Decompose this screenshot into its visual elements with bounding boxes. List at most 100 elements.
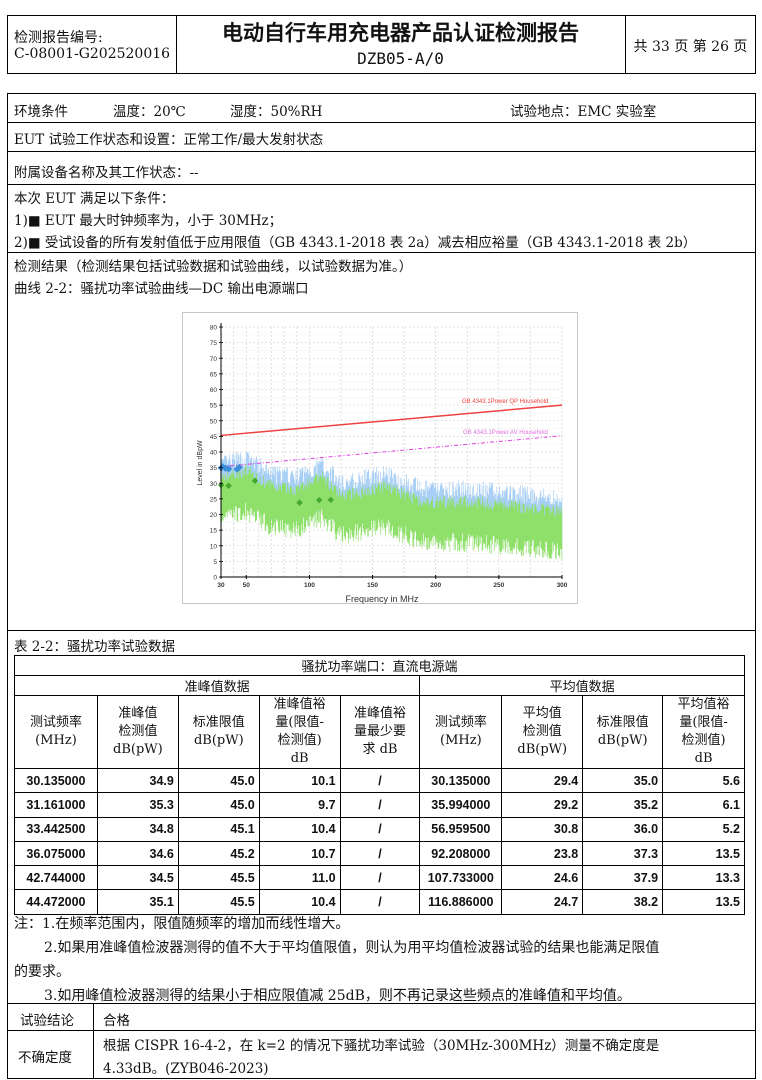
x-tick-label: 150 [367,582,378,589]
env-label: 环境条件 [14,104,68,120]
page-counter: 共 33 页 第 26 页 [633,39,748,55]
av-limit-label: GB 4343.1Power AV Household [463,430,548,436]
y-tick-label: 35 [210,465,218,472]
table-cell: 56.959500 [419,816,503,842]
condition-1: 1)■ EUT 最大时钟频率为，小于 30MHz； [14,213,283,229]
table-caption: 表 2-2：骚扰功率试验数据 [14,639,176,655]
curve-caption: 曲线 2-2：骚扰功率试验曲线—DC 输出电源端口 [14,281,309,297]
table-cell: 29.2 [501,792,584,818]
table-cell: 37.3 [582,840,664,867]
table-row: 33.442500 34.8 45.1 10.4/56.959500 30.8 36.0 5… [14,816,745,842]
table-cell: 92.208000 [419,840,503,867]
column-header: 平均值裕 量(限值- 检测值) dB [662,695,745,769]
table-cell: 35.1 [96,889,179,915]
x-tick-label: 250 [493,582,504,589]
table-cell: 10.7 [258,840,341,867]
table-cell: 23.8 [501,840,584,867]
doc-code: DZB05-A/0 [357,49,444,68]
temperature: 温度：20℃ [113,104,186,120]
uncertainty-line1: 根据 CISPR 16-4-2，在 k=2 的情况下骚扰功率试验（30MHz-3… [103,1038,660,1054]
y-tick-label: 0 [213,575,217,582]
y-tick-label: 75 [210,340,218,347]
y-tick-label: 50 [210,418,218,425]
y-axis-label: Level in dBpW [197,440,204,486]
table-cell: 24.6 [501,865,584,891]
port-title: 骚扰功率端口：直流电源端 [14,655,745,676]
eut-state: EUT 试验工作状态和设置：正常工作/最大发射状态 [14,132,324,148]
av-marker [225,482,232,489]
table-cell: 36.0 [582,816,664,842]
y-tick-label: 30 [210,481,218,488]
table-cell: 10.1 [258,767,341,794]
table-cell: 30.135000 [14,767,98,794]
y-tick-label: 80 [210,325,218,332]
table-cell: 33.442500 [14,816,98,842]
y-tick-label: 55 [210,403,218,410]
emission-chart: 0 5 10 15 20 25 30 35 40 45 50 55 60 65 70 75 80 30 50 100 1… [182,312,578,604]
y-tick-label: 15 [210,528,218,535]
y-tick-label: 60 [210,387,218,394]
table-cell: 13.5 [662,889,745,915]
x-axis-label: Frequency in MHz [345,594,419,604]
table-cell: 37.9 [582,865,664,891]
table-cell: 35.0 [582,767,664,794]
table-cell: 34.5 [96,865,179,891]
table-cell: 107.733000 [419,865,503,891]
x-tick-label: 300 [557,582,568,589]
column-header: 测试频率 (MHz) [14,695,98,769]
column-header: 标准限值 dB(pW) [177,695,260,769]
table-cell: 35.3 [96,792,179,818]
table-cell: 6.1 [662,792,745,818]
emission-data-table: 骚扰功率端口：直流电源端 准峰值数据 平均值数据 测试频率 (MHz) 准峰值 检测… [13,655,745,915]
table-cell: 10.4 [258,889,341,915]
table-cell: 5.6 [662,767,745,794]
report-title: 电动自行车用充电器产品认证检测报告 [222,21,579,45]
table-cell: / [339,865,421,891]
table-row: 42.744000 34.5 45.5 11.0/107.733000 24.6 37.9… [14,865,745,891]
humidity: 湿度：50%RH [230,104,323,120]
x-tick-label: 50 [243,582,251,589]
condition-2: 2)■ 受试设备的所有发射值低于应用限值（GB 4343.1-2018 表 2a… [14,235,697,251]
table-cell: 13.3 [662,865,745,891]
table-cell: 30.8 [501,816,584,842]
table-row: 31.161000 35.3 45.0 9.7/35.994000 29.2 35.2 6.… [14,792,745,818]
table-row: 30.135000 34.9 45.0 10.1/30.135000 29.4 35.0 5… [14,767,745,794]
table-cell: 42.744000 [14,865,98,891]
note-2: 2.如果用准峰值检波器测得的值不大于平均值限值，则认为用平均值检波器试验的结果也… [44,940,660,956]
table-cell: 45.1 [177,816,260,842]
note-3: 3.如用峰值检波器测得的结果小于相应限值减 25dB，则不再记录这些频点的准峰值… [44,988,631,1004]
table-cell: / [339,816,421,842]
table-cell: 45.5 [177,889,260,915]
aux-equipment: 附属设备名称及其工作状态：-- [14,165,199,181]
qp-limit-label: GB 4343.1Power QP Household [462,399,548,405]
column-header: 测试频率 (MHz) [419,695,503,769]
y-tick-label: 65 [210,371,218,378]
qp-marker [235,463,243,471]
table-cell: 36.075000 [14,840,98,867]
table-row: 44.472000 35.1 45.5 10.4/116.886000 24.7 38.2… [14,889,745,915]
y-tick-label: 40 [210,450,218,457]
table-cell: 31.161000 [14,792,98,818]
av-marker [315,496,323,504]
table-cell: 38.2 [582,889,664,915]
table-cell: / [339,767,421,794]
table-cell: 34.8 [96,816,179,842]
table-cell: 45.0 [177,767,260,794]
conclusion-label: 试验结论 [20,1013,74,1029]
table-cell: 34.9 [96,767,179,794]
qp-limit-line [220,404,563,437]
y-tick-label: 70 [210,356,218,363]
satisfy-title: 本次 EUT 满足以下条件： [14,191,175,207]
report-no-label: 检测报告编号: [14,30,103,46]
column-header: 标准限值 dB(pW) [582,695,664,769]
table-cell: 29.4 [501,767,584,794]
table-cell: 10.4 [258,816,341,842]
column-header: 准峰值裕 量最少要 求 dB [339,695,421,769]
test-location: 试验地点：EMC 实验室 [510,104,657,120]
y-tick-label: 45 [210,434,218,441]
table-row: 36.075000 34.6 45.2 10.7/92.208000 23.8 37.3 1… [14,840,745,867]
y-tick-label: 5 [213,559,217,566]
conclusion-value: 合格 [103,1013,130,1029]
table-cell: / [339,840,421,867]
x-tick-label: 100 [304,582,315,589]
